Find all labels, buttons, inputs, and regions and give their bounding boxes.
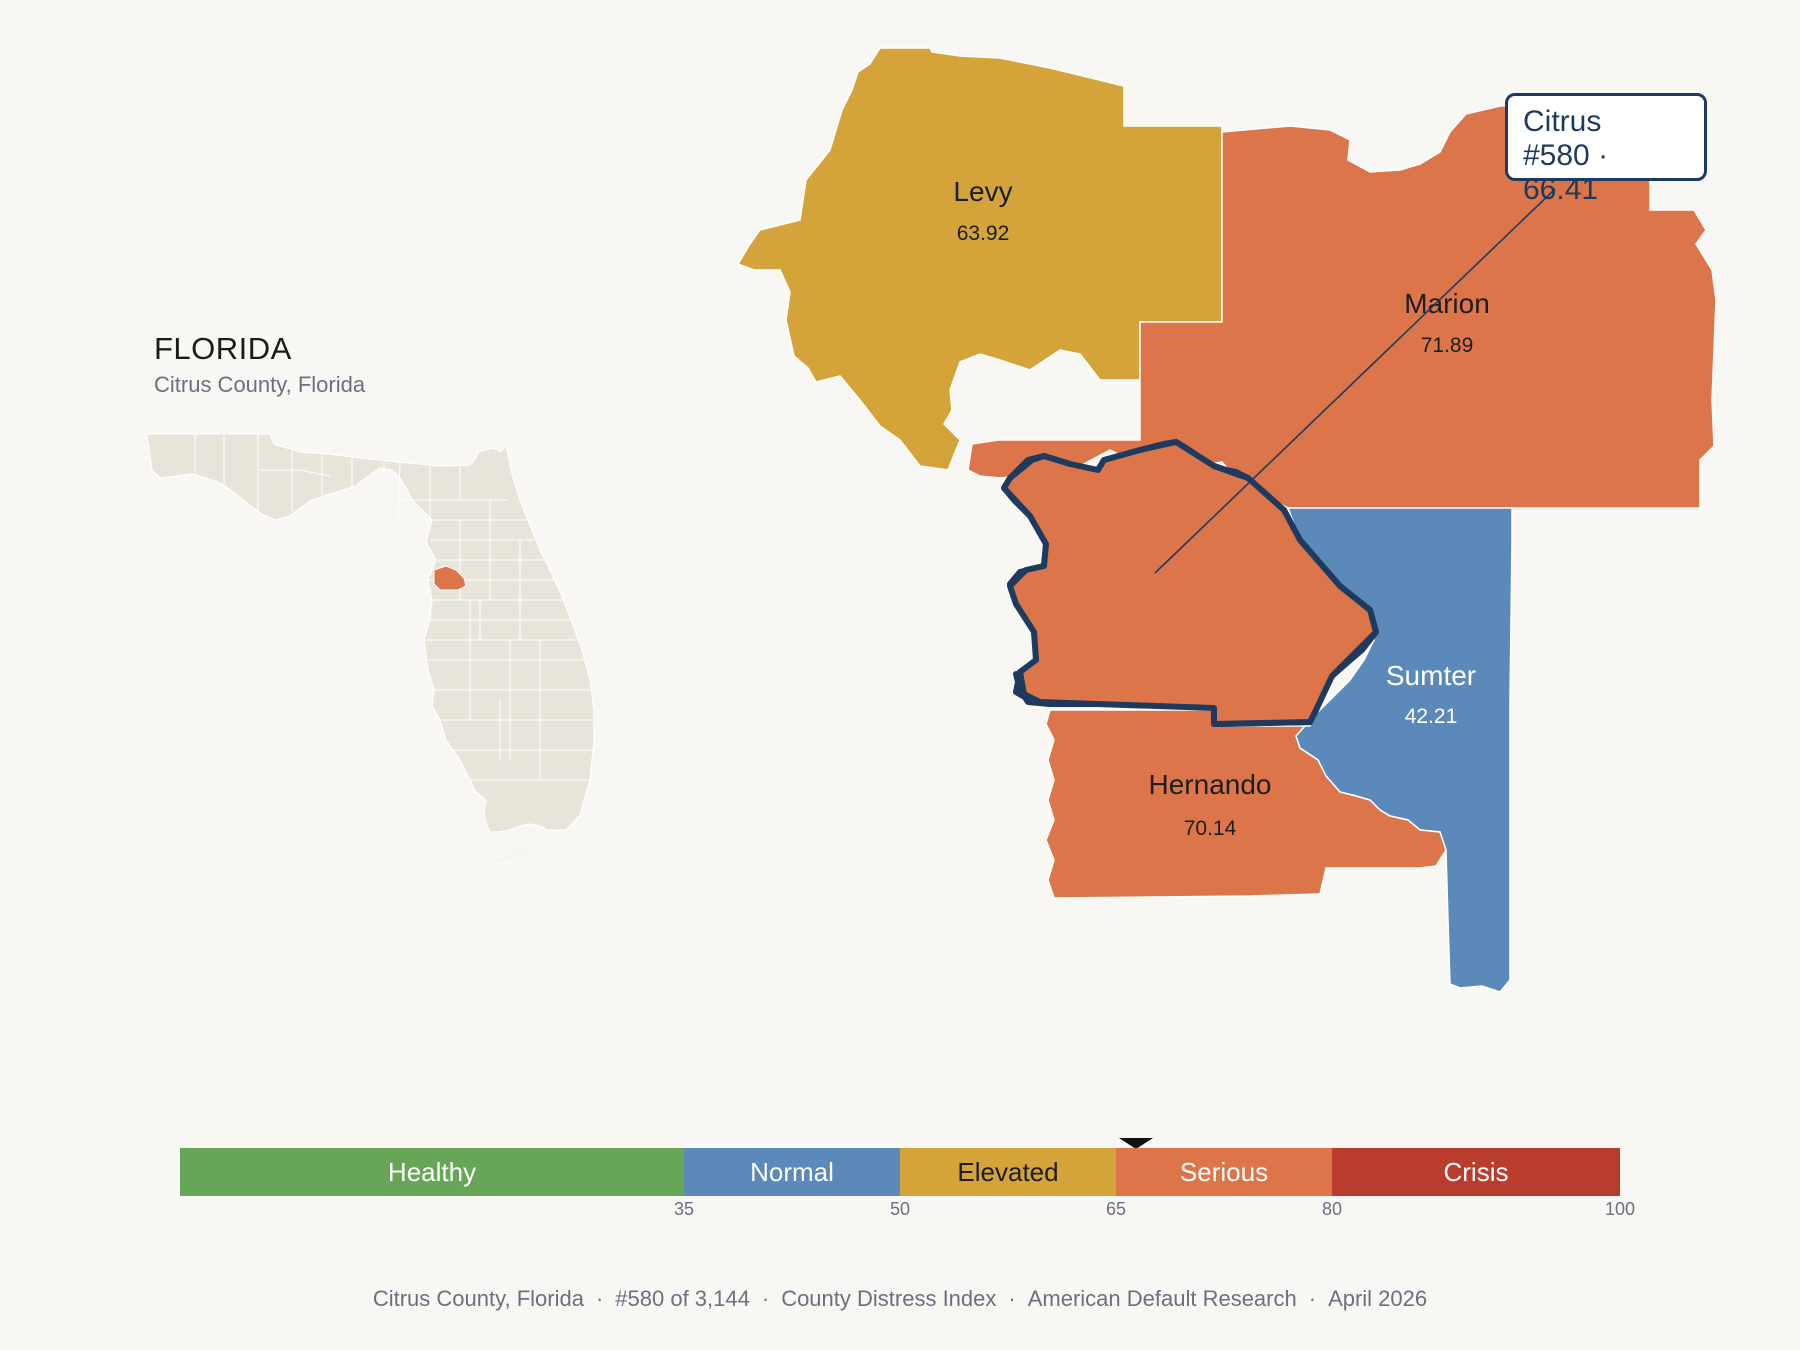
label-hernando-name: Hernando [1149, 769, 1272, 800]
label-sumter-value: 42.21 [1405, 705, 1458, 728]
callout-rank-score: #580 · 66.41 [1523, 139, 1609, 206]
citrus-callout: Citrus #580 · 66.41 [1505, 93, 1707, 206]
footer: Citrus County, Florida · #580 of 3,144 · Cou… [372, 1286, 1428, 1311]
county-hernando[interactable] [1045, 709, 1447, 899]
footer-org: American Default Research [1027, 1286, 1297, 1311]
citrus-fill-cleanup [1001, 439, 1379, 727]
footer-rank: #580 of 3,144 [615, 1286, 750, 1311]
florida-county-lines [194, 434, 594, 781]
legend-segment-serious: Serious [1116, 1148, 1332, 1196]
legend-segment-crisis: Crisis [1332, 1148, 1620, 1196]
callout-county-name: Citrus [1523, 105, 1602, 138]
inset-title: FLORIDA [154, 331, 292, 366]
legend-tick: 100 [1604, 1199, 1636, 1219]
florida-keys-shape [490, 840, 548, 864]
footer-county: Citrus County, Florida [372, 1286, 584, 1311]
legend-segment-healthy: Healthy [180, 1148, 684, 1196]
citrus-inset-highlight [433, 565, 467, 591]
legend-tick: 50 [889, 1199, 911, 1219]
legend-segment-elevated: Elevated [900, 1148, 1116, 1196]
label-levy-name: Levy [953, 176, 1012, 207]
label-sumter-name: Sumter [1386, 660, 1476, 691]
label-levy-value: 63.92 [957, 222, 1010, 245]
florida-inset-map [145, 433, 595, 864]
legend-segment-normal: Normal [684, 1148, 900, 1196]
legend-bar: Healthy Normal Elevated Serious Crisis [180, 1148, 1620, 1196]
legend-marker-icon [1119, 1138, 1153, 1149]
footer-date: April 2026 [1328, 1286, 1428, 1311]
legend-tick: 80 [1321, 1199, 1343, 1219]
legend-tick: 35 [673, 1199, 695, 1219]
footer-index: County Distress Index [781, 1286, 997, 1311]
callout-leader-line [1154, 188, 1556, 574]
label-hernando-value: 70.14 [1184, 817, 1237, 840]
florida-state-shape [145, 433, 595, 833]
label-marion-value: 71.89 [1421, 334, 1474, 357]
county-marion[interactable] [967, 103, 1717, 509]
inset-subtitle: Citrus County, Florida [154, 372, 366, 397]
county-levy[interactable] [736, 47, 1223, 471]
legend-tick: 65 [1105, 1199, 1127, 1219]
